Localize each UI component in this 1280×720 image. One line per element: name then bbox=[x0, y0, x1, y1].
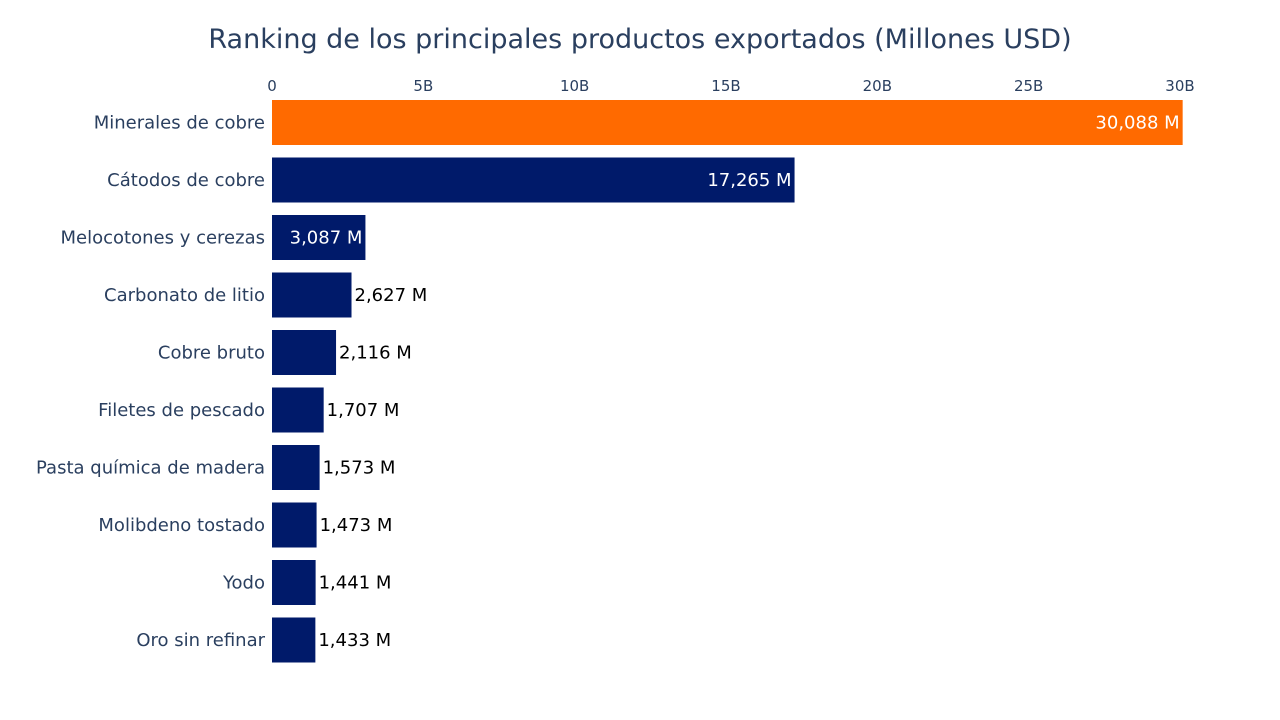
category-label: Melocotones y cerezas bbox=[61, 228, 265, 249]
category-label: Molibdeno tostado bbox=[98, 515, 265, 536]
bar-value-label: 1,473 M bbox=[320, 515, 393, 536]
bar bbox=[272, 215, 366, 260]
bar-value-label: 1,573 M bbox=[323, 458, 396, 479]
x-tick-label: 5B bbox=[413, 77, 433, 95]
category-label: Carbonato de litio bbox=[104, 285, 265, 306]
bars-group bbox=[272, 100, 1183, 663]
x-axis: 0 5B 10B 15B 20B 25B 30B bbox=[267, 77, 1194, 95]
bar bbox=[272, 272, 352, 318]
x-tick-label: 15B bbox=[711, 77, 740, 95]
bar bbox=[272, 617, 316, 663]
bar-value-label: 17,265 M bbox=[707, 170, 791, 191]
x-tick-label: 10B bbox=[560, 77, 589, 95]
category-labels: Minerales de cobre Cátodos de cobre Meloco… bbox=[36, 113, 266, 652]
bar-value-label: 1,707 M bbox=[327, 400, 400, 421]
category-label: Cátodos de cobre bbox=[107, 170, 265, 191]
chart-title: Ranking de los principales productos exp… bbox=[208, 24, 1071, 55]
bar-value-label: 1,441 M bbox=[319, 573, 392, 594]
bar bbox=[272, 157, 795, 203]
bar bbox=[272, 100, 1183, 145]
x-tick-label: 0 bbox=[267, 77, 277, 95]
x-tick-label: 25B bbox=[1014, 77, 1043, 95]
category-label: Cobre bruto bbox=[158, 343, 265, 364]
bar-value-label: 2,627 M bbox=[355, 285, 428, 306]
value-labels: 30,088 M 17,265 M 3,087 M 2,627 M 2,116 M 1,7… bbox=[290, 113, 1180, 652]
category-label: Minerales de cobre bbox=[94, 113, 265, 134]
bar-value-label: 1,433 M bbox=[318, 630, 391, 651]
category-label: Oro sin refinar bbox=[136, 630, 265, 651]
category-label: Filetes de pescado bbox=[98, 400, 265, 421]
bar-value-label: 30,088 M bbox=[1095, 113, 1179, 134]
category-label: Yodo bbox=[222, 573, 265, 594]
category-label: Pasta química de madera bbox=[36, 458, 265, 479]
bar bbox=[272, 445, 320, 490]
bar bbox=[272, 330, 337, 375]
x-tick-label: 30B bbox=[1165, 77, 1194, 95]
bar-value-label: 3,087 M bbox=[290, 228, 363, 249]
bar bbox=[272, 560, 316, 605]
bar bbox=[272, 387, 324, 433]
bar-value-label: 2,116 M bbox=[339, 343, 412, 364]
bar bbox=[272, 502, 317, 548]
x-tick-label: 20B bbox=[863, 77, 892, 95]
